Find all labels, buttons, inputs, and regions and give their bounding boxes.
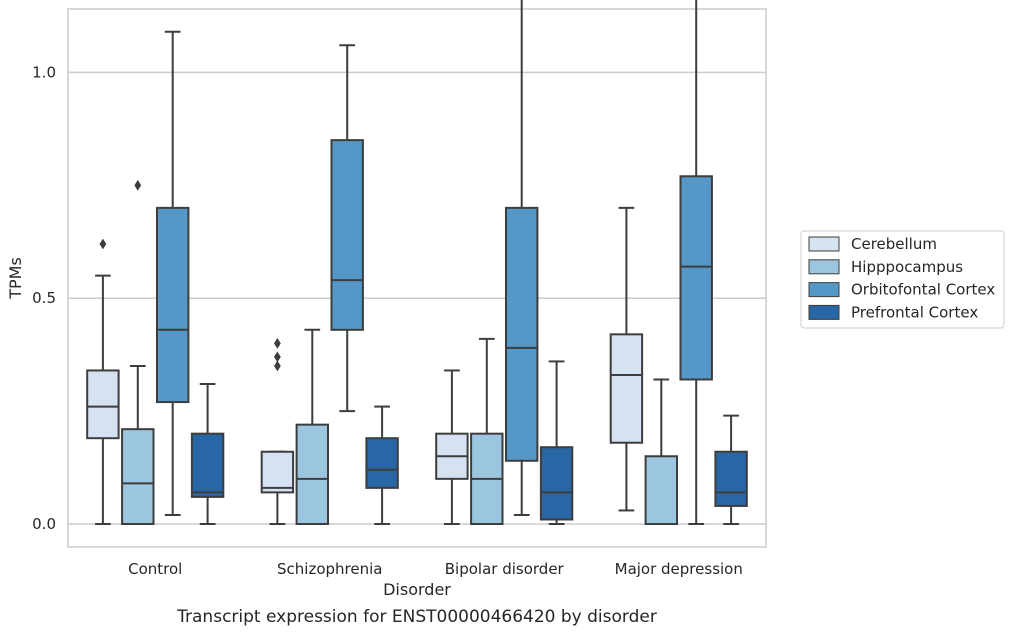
y-axis-ticks: 0.00.51.01.52.0 bbox=[32, 63, 56, 533]
box-0-2 bbox=[435, 369, 469, 525]
box-0-0 bbox=[86, 238, 120, 525]
box-3-2 bbox=[539, 360, 574, 525]
legend-label: Prefrontal Cortex bbox=[851, 303, 978, 321]
box-iqr bbox=[260, 450, 295, 494]
legend: Cerebellum Hipppocampus Orbitofontal Corte… bbox=[800, 230, 1005, 329]
box-iqr bbox=[714, 450, 748, 507]
box-1-1 bbox=[295, 328, 330, 526]
x-tick-label: Major depression bbox=[615, 560, 743, 578]
outlier-point bbox=[274, 337, 281, 349]
box-iqr bbox=[609, 333, 644, 444]
box-1-3 bbox=[644, 378, 679, 526]
box-1-0 bbox=[121, 179, 155, 525]
box-iqr bbox=[644, 455, 679, 526]
box-3-3 bbox=[714, 414, 748, 525]
box-3-0 bbox=[190, 383, 225, 525]
box-iqr bbox=[121, 428, 155, 525]
y-axis-label: TPMs bbox=[6, 257, 25, 300]
box-2-0 bbox=[155, 30, 190, 516]
box-2-2 bbox=[504, 0, 539, 516]
box-iqr bbox=[86, 369, 120, 440]
chart-caption: Transcript expression for ENST0000046642… bbox=[176, 607, 657, 627]
legend-swatch bbox=[808, 236, 840, 252]
legend-swatch bbox=[808, 282, 840, 298]
outlier-point bbox=[134, 179, 142, 191]
y-tick-label: 1.0 bbox=[32, 63, 56, 81]
box-iqr bbox=[155, 206, 190, 404]
x-axis-label: Disorder bbox=[383, 580, 451, 599]
legend-label: Hipppocampus bbox=[851, 258, 963, 276]
box-iqr bbox=[539, 446, 574, 521]
x-axis-ticks: Control Schizophrenia Bipolar disorder Majo… bbox=[128, 560, 743, 578]
legend-swatch bbox=[808, 304, 840, 320]
box-iqr bbox=[504, 206, 539, 462]
box-iqr bbox=[330, 139, 364, 331]
outlier-point bbox=[274, 351, 281, 363]
legend-label: Cerebellum bbox=[851, 235, 937, 253]
legend-label: Orbitofontal Cortex bbox=[851, 281, 995, 299]
box-2-3 bbox=[679, 0, 713, 525]
box-0-1 bbox=[260, 337, 295, 525]
box-3-1 bbox=[365, 405, 399, 525]
box-series bbox=[86, 0, 748, 526]
outlier-point bbox=[274, 360, 281, 372]
x-tick-label: Bipolar disorder bbox=[445, 560, 565, 578]
box-2-1 bbox=[330, 44, 364, 413]
box-1-2 bbox=[470, 337, 504, 525]
outlier-point bbox=[99, 238, 107, 250]
box-0-3 bbox=[609, 206, 644, 512]
y-tick-label: 0.5 bbox=[32, 289, 56, 307]
x-tick-label: Control bbox=[128, 560, 182, 578]
legend-swatch bbox=[808, 259, 840, 275]
box-iqr bbox=[190, 432, 225, 498]
box-iqr bbox=[295, 423, 330, 526]
box-iqr bbox=[679, 175, 713, 381]
legend-frame bbox=[800, 230, 1005, 329]
box-iqr bbox=[365, 437, 399, 489]
x-tick-label: Schizophrenia bbox=[277, 560, 382, 578]
y-tick-label: 0.0 bbox=[32, 515, 56, 533]
